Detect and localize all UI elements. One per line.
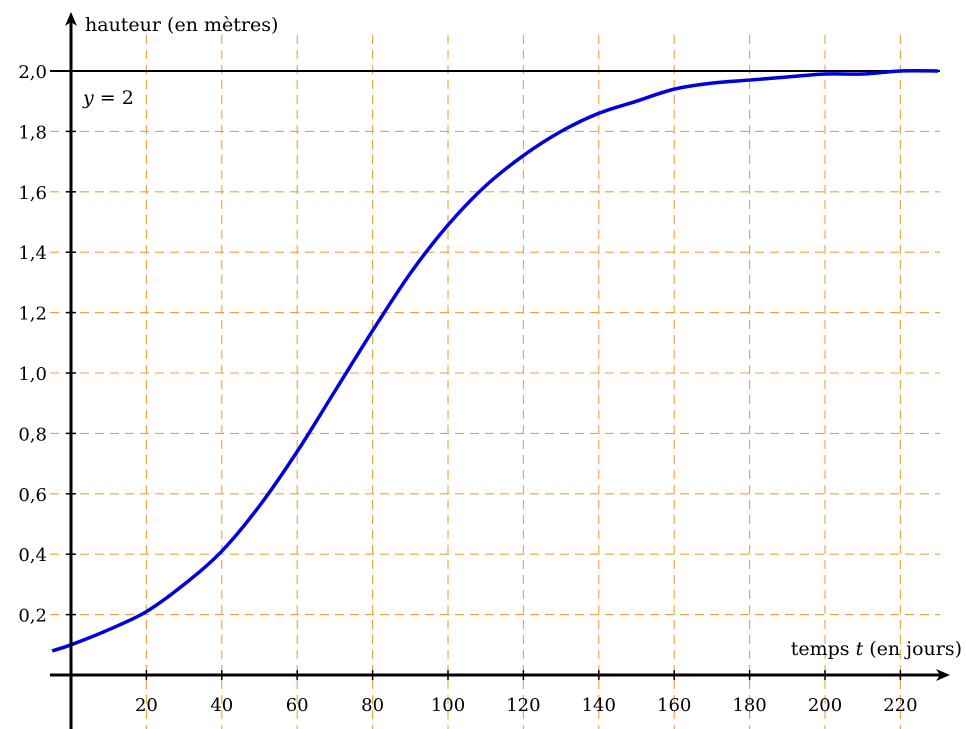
x-tick-label-80: 80 (361, 695, 384, 716)
x-axis-title: temps t (en jours) (791, 638, 962, 660)
x-tick-label-180: 180 (732, 695, 766, 716)
axes (50, 12, 950, 729)
asymptote-label: y = 2 (82, 87, 134, 109)
y-tick-label-9: 2,0 (18, 62, 47, 83)
y-tick-label-2: 0,6 (18, 485, 47, 506)
asymptote-label-rest: = 2 (94, 87, 134, 109)
y-tick-label-6: 1,4 (18, 243, 47, 264)
grid (50, 35, 940, 729)
x-tick-label-20: 20 (135, 695, 158, 716)
x-tick-label-100: 100 (431, 695, 465, 716)
y-tick-label-1: 0,4 (18, 545, 47, 566)
x-axis-arrow (936, 669, 950, 681)
x-axis-title-var: t (856, 638, 864, 660)
y-axis-arrow (65, 12, 77, 26)
ticks: 20 40 60 80 100 120 140 160 180 200 220 0,2 0,4 0,6 0,… (18, 62, 917, 716)
data-curve (51, 69, 939, 653)
x-tick-label-40: 40 (210, 695, 233, 716)
y-tick-label-8: 1,8 (18, 122, 47, 143)
y-tick-label-4: 1,0 (18, 364, 47, 385)
x-tick-label-140: 140 (582, 695, 616, 716)
x-axis-title-prefix: temps (791, 638, 856, 660)
asymptote-label-var: y (82, 87, 94, 109)
x-tick-label-200: 200 (808, 695, 842, 716)
x-axis-title-suffix: (en jours) (863, 638, 962, 660)
y-axis-title: hauteur (en mètres) (85, 14, 278, 36)
x-tick-label-120: 120 (506, 695, 540, 716)
x-tick-label-60: 60 (286, 695, 309, 716)
x-tick-label-160: 160 (657, 695, 691, 716)
y-tick-label-3: 0,8 (18, 424, 47, 445)
y-tick-label-0: 0,2 (18, 606, 47, 627)
y-tick-label-7: 1,6 (18, 183, 47, 204)
x-tick-label-220: 220 (883, 695, 917, 716)
y-tick-label-5: 1,2 (18, 304, 47, 325)
